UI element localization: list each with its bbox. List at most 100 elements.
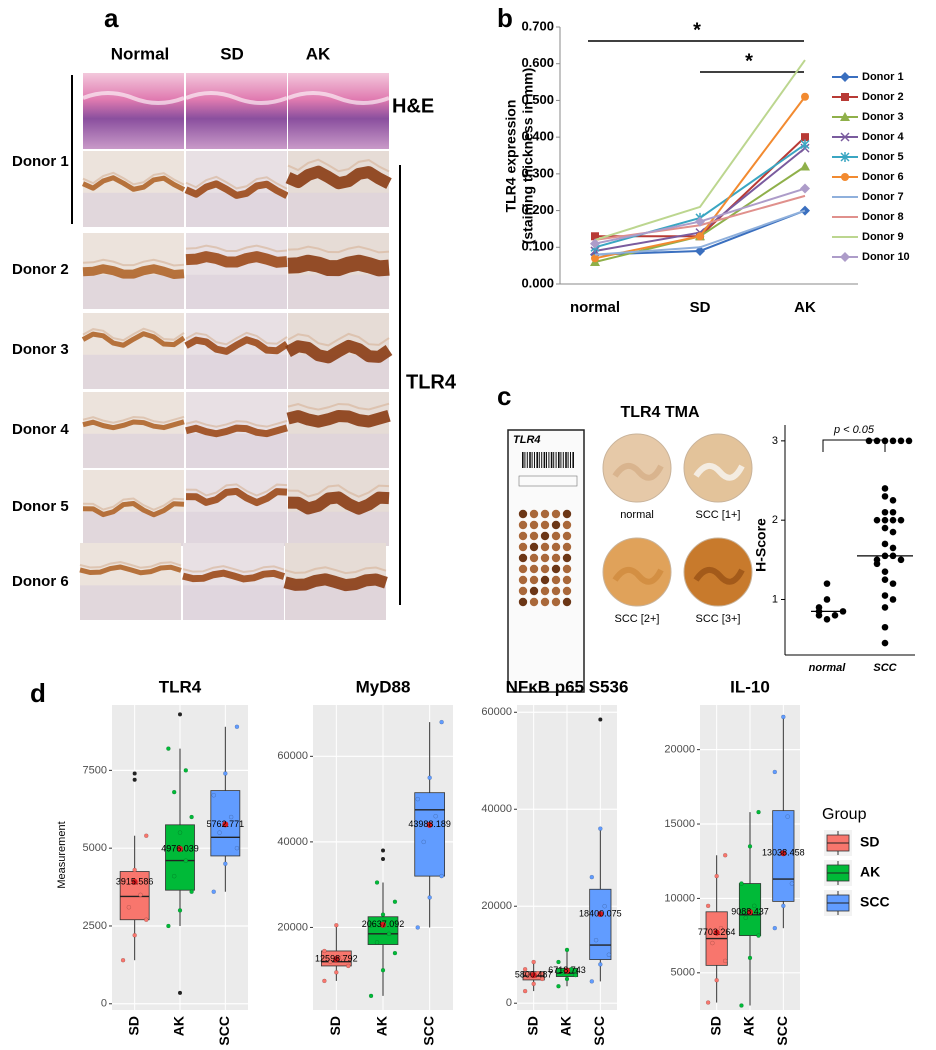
epidermis-band — [184, 180, 289, 199]
dot — [873, 516, 881, 524]
barcode — [560, 452, 562, 468]
barcode — [546, 452, 547, 468]
ihc-dermis — [288, 274, 389, 309]
panel-label: a — [104, 3, 119, 33]
stratum-corneum — [287, 245, 390, 254]
y-tick-label: 40000 — [277, 836, 308, 848]
point — [591, 254, 599, 263]
slide-core — [540, 575, 550, 585]
dot — [889, 528, 897, 536]
legend-label: Donor 10 — [862, 251, 910, 263]
point — [598, 826, 603, 831]
donor-label: Donor 2 — [12, 261, 69, 278]
legend-label: Donor 5 — [862, 151, 904, 163]
tma-texture — [693, 463, 745, 481]
point — [785, 814, 790, 819]
point — [223, 771, 228, 776]
y-tick-label: 0 — [506, 997, 512, 1009]
slide-core — [562, 597, 572, 607]
legend-label: Donor 6 — [862, 171, 904, 183]
x-tick-label: SCC — [774, 1016, 790, 1046]
slide-core — [518, 542, 528, 552]
slide-core — [562, 542, 572, 552]
slide-core — [540, 531, 550, 541]
x-tick-label: SD — [327, 1016, 343, 1035]
slide-core — [540, 520, 550, 530]
point — [801, 92, 809, 101]
slide-core — [562, 575, 572, 585]
stratum-corneum — [185, 483, 288, 497]
epidermis-band — [182, 569, 286, 583]
barcode — [548, 452, 550, 468]
y-tick-label: 0.100 — [521, 239, 554, 254]
y-tick-label: 5000 — [83, 842, 107, 854]
epidermis-band — [184, 336, 289, 355]
epidermis-band — [286, 409, 391, 428]
point — [427, 895, 432, 900]
point — [346, 963, 351, 969]
ihc-dermis — [285, 585, 386, 620]
legend-marker — [840, 252, 850, 262]
point — [531, 959, 536, 965]
x-tick-label: AK — [558, 1016, 574, 1036]
dot — [881, 485, 889, 492]
ihc-dermis — [186, 511, 287, 546]
barcode — [526, 452, 528, 468]
box — [414, 792, 446, 877]
slide-core — [551, 564, 561, 574]
point — [380, 968, 386, 973]
he-image — [288, 73, 389, 149]
donor-label: Donor 5 — [12, 498, 69, 515]
slide-core — [529, 509, 539, 519]
stratum-corneum — [287, 484, 390, 498]
x-tick-label: normal — [809, 662, 847, 674]
epidermis-band — [285, 339, 393, 364]
point — [120, 880, 126, 885]
point — [144, 917, 149, 922]
point — [183, 768, 189, 773]
slide-core — [551, 597, 561, 607]
point — [800, 161, 810, 171]
y-tick-label: 15000 — [664, 818, 695, 830]
stratum-corneum — [287, 332, 390, 347]
dot — [889, 516, 897, 524]
dot — [823, 580, 831, 587]
ihc-dermis — [83, 511, 184, 546]
point — [368, 993, 374, 999]
point — [705, 1000, 711, 1005]
point — [439, 873, 444, 879]
point — [747, 844, 753, 849]
he-image — [83, 73, 184, 149]
stratum-corneum — [185, 244, 288, 253]
epidermis-band — [287, 254, 390, 277]
point — [166, 746, 171, 751]
epidermis-band — [82, 501, 185, 518]
box — [589, 888, 612, 960]
point — [602, 904, 607, 909]
slide-core — [518, 586, 528, 596]
stratum-corneum — [182, 565, 285, 573]
point — [132, 867, 137, 873]
he-texture — [185, 91, 288, 105]
mean — [780, 850, 787, 857]
barcode — [541, 452, 543, 468]
column-header: SD — [220, 44, 244, 63]
mean-label: 12598.792 — [315, 953, 358, 963]
slide-core — [518, 564, 528, 574]
stratum-corneum — [82, 497, 185, 511]
column-header: Normal — [111, 44, 170, 63]
mean-label: 18400.075 — [579, 908, 622, 918]
slide-label: TLR4 — [513, 434, 541, 446]
slide-core — [551, 586, 561, 596]
legend-label: Donor 8 — [862, 211, 904, 223]
point — [322, 948, 327, 954]
x-tick-label: normal — [570, 299, 620, 316]
barcode — [562, 452, 564, 468]
stratum-corneum — [185, 175, 288, 190]
point — [415, 925, 420, 930]
point — [380, 912, 386, 917]
dot — [897, 556, 905, 564]
dot — [831, 612, 839, 619]
slide-core — [562, 586, 572, 596]
dot — [881, 437, 889, 445]
